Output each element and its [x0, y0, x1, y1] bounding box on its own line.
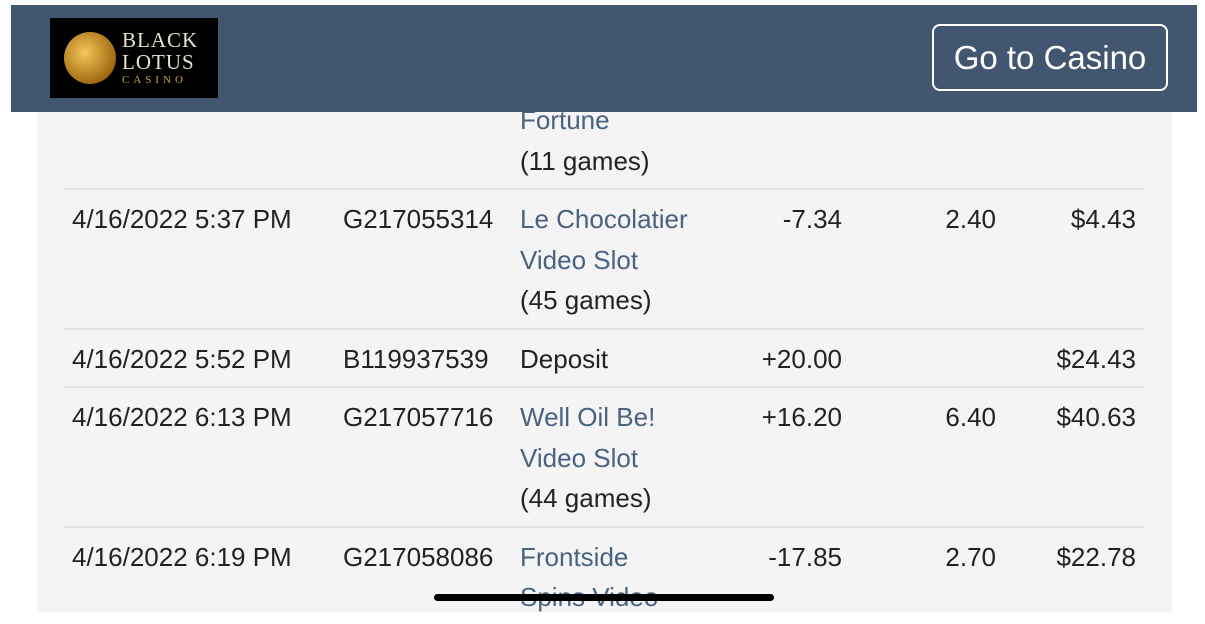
logo-text: LOTUS [122, 50, 195, 74]
date-cell: 4/16/2022 6:19 PM [72, 541, 292, 572]
table-row: 4/16/2022 5:37 PM G217055314 Le Chocolatie… [64, 190, 1144, 330]
balance-cell: $24.43 [1056, 343, 1136, 374]
game-link[interactable]: Well Oil Be! [520, 402, 656, 432]
date-cell: 4/16/2022 6:13 PM [72, 402, 292, 432]
id-cell: G217058086 [343, 541, 494, 572]
go-to-casino-button[interactable]: Go to Casino [932, 24, 1168, 91]
table-row: 4/16/2022 5:52 PM B119937539 Deposit +20.00… [64, 330, 1144, 388]
id-cell: G217057716 [343, 402, 494, 432]
games-count: (45 games) [520, 285, 652, 315]
game-link[interactable]: Le Chocolatier [520, 204, 688, 234]
bet-cell: 6.40 [945, 402, 996, 432]
balance-cell: $40.63 [1056, 402, 1136, 432]
header: BLACK LOTUS CASINO Go to Casino [11, 5, 1197, 112]
amount-cell: -7.34 [782, 204, 842, 234]
id-cell: B119937539 [343, 343, 489, 374]
games-count: (11 games) [520, 145, 650, 176]
game-cell: Fortune (11 games) [520, 112, 650, 181]
game-link[interactable]: Video Slot [520, 442, 639, 473]
table-row: Fortune (11 games) [64, 112, 1144, 190]
amount-cell: +20.00 [761, 343, 842, 374]
date-cell: 4/16/2022 5:37 PM [72, 204, 292, 234]
game-cell: Deposit [520, 339, 608, 380]
balance-cell: $4.43 [1070, 204, 1136, 234]
game-link[interactable]: Fortune [520, 112, 610, 135]
date-cell: 4/16/2022 5:52 PM [72, 343, 292, 374]
bet-cell: 2.70 [945, 541, 996, 572]
id-cell: G217055314 [343, 204, 494, 234]
home-indicator [434, 594, 774, 601]
game-link[interactable]: Frontside [520, 541, 629, 572]
table-row: 4/16/2022 6:13 PM G217057716 Well Oil Be! V… [64, 388, 1144, 528]
table-body: Fortune (11 games) 4/16/2022 5:37 PM G21705… [64, 112, 1144, 612]
amount-cell: +16.20 [761, 402, 842, 432]
logo[interactable]: BLACK LOTUS CASINO [50, 18, 218, 98]
game-cell: Le Chocolatier Video Slot (45 games) [520, 199, 688, 321]
amount-cell: -17.85 [768, 541, 842, 572]
logo-emblem [64, 32, 116, 84]
logo-text: CASINO [122, 74, 187, 86]
game-cell: Well Oil Be! Video Slot (44 games) [520, 397, 655, 519]
type-label: Deposit [520, 343, 609, 374]
transaction-table: Fortune (11 games) 4/16/2022 5:37 PM G21705… [37, 112, 1172, 612]
bet-cell: 2.40 [945, 204, 996, 234]
game-link[interactable]: Video Slot [520, 244, 639, 275]
logo-text: BLACK [122, 28, 199, 52]
games-count: (44 games) [520, 483, 652, 513]
balance-cell: $22.78 [1056, 541, 1136, 572]
